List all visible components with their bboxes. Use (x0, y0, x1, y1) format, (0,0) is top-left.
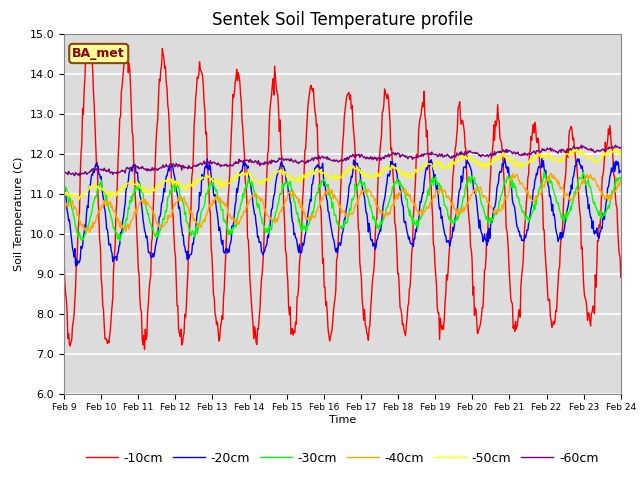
-10cm (186, 228, 193, 234)
-30cm (128, 198, 136, 204)
-60cm (617, 144, 625, 150)
Line: -30cm: -30cm (64, 171, 621, 240)
-50cm (411, 170, 419, 176)
-30cm (60, 184, 68, 190)
Line: -10cm: -10cm (64, 45, 621, 349)
-40cm (86, 230, 93, 236)
-50cm (214, 181, 222, 187)
-20cm (185, 256, 193, 262)
-20cm (411, 236, 419, 241)
Title: Sentek Soil Temperature profile: Sentek Soil Temperature profile (212, 11, 473, 29)
-60cm (428, 152, 435, 157)
-50cm (60, 190, 68, 196)
X-axis label: Time: Time (329, 415, 356, 425)
-20cm (214, 218, 222, 224)
-30cm (540, 168, 548, 174)
-50cm (617, 149, 625, 155)
-40cm (428, 199, 435, 204)
-50cm (75, 197, 83, 203)
-60cm (76, 173, 83, 179)
Line: -40cm: -40cm (64, 173, 621, 233)
-50cm (70, 192, 78, 198)
-60cm (612, 142, 620, 148)
-20cm (72, 263, 79, 269)
-50cm (185, 181, 193, 187)
-20cm (128, 168, 136, 174)
-60cm (60, 168, 68, 174)
-60cm (128, 165, 136, 171)
-30cm (116, 238, 124, 243)
-30cm (617, 176, 625, 182)
-10cm (70, 312, 78, 318)
-50cm (128, 181, 136, 187)
-10cm (412, 175, 419, 181)
-40cm (617, 178, 625, 184)
-40cm (70, 206, 78, 212)
-40cm (547, 170, 555, 176)
-10cm (60, 253, 68, 259)
-20cm (428, 157, 435, 163)
-50cm (428, 161, 435, 167)
-10cm (428, 201, 436, 207)
Text: BA_met: BA_met (72, 47, 125, 60)
Legend: -10cm, -20cm, -30cm, -40cm, -50cm, -60cm: -10cm, -20cm, -30cm, -40cm, -50cm, -60cm (81, 447, 604, 469)
-10cm (215, 338, 223, 344)
-40cm (214, 197, 222, 203)
-20cm (70, 254, 78, 260)
-40cm (60, 208, 68, 214)
-10cm (141, 346, 148, 352)
-40cm (185, 206, 193, 212)
-60cm (214, 160, 222, 166)
-40cm (411, 200, 419, 206)
-60cm (70, 172, 78, 178)
-10cm (128, 129, 136, 134)
Y-axis label: Soil Temperature (C): Soil Temperature (C) (14, 156, 24, 271)
-20cm (617, 169, 625, 175)
-10cm (84, 42, 92, 48)
Line: -20cm: -20cm (64, 156, 621, 266)
Line: -50cm: -50cm (64, 148, 621, 200)
-30cm (70, 214, 78, 220)
Line: -60cm: -60cm (64, 145, 621, 176)
-20cm (60, 181, 68, 187)
-20cm (463, 153, 470, 159)
-30cm (428, 178, 435, 183)
-60cm (185, 163, 193, 168)
-40cm (128, 217, 136, 223)
-30cm (185, 224, 193, 230)
-10cm (617, 275, 625, 280)
-30cm (411, 220, 419, 226)
-30cm (214, 195, 222, 201)
-60cm (411, 155, 419, 161)
-50cm (572, 145, 579, 151)
